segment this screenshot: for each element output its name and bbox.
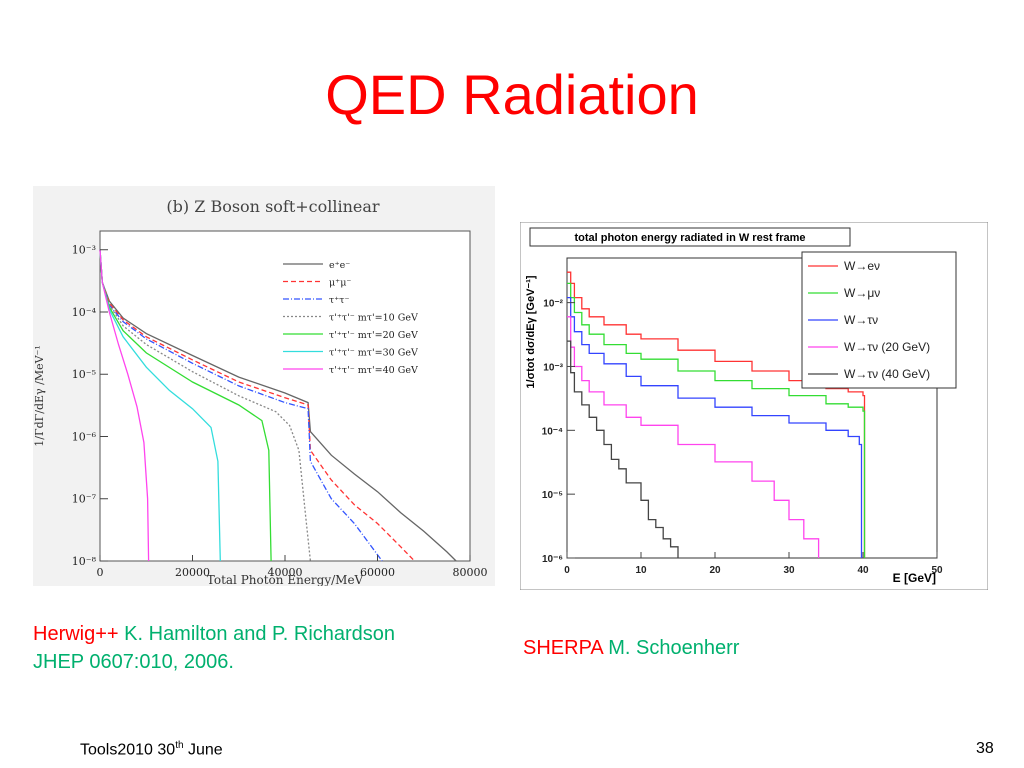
chart-title: (b) Z Boson soft+collinear	[166, 197, 380, 216]
chart-title-box	[529, 227, 851, 247]
legend-label: W→τν (20 GeV)	[844, 340, 930, 354]
herwig-authors: K. Hamilton and P. Richardson	[118, 623, 396, 645]
x-tick-label: 20	[709, 565, 721, 576]
tick-labels: 0 20000 40000 60000 80000 10⁻³ 10⁻⁴ 10⁻⁵ 10⁻⁶ 10⁻…	[72, 244, 488, 579]
herwig-reference: JHEP 0607:010, 2006.	[33, 651, 234, 673]
y-tick-label: 10⁻³	[72, 244, 96, 257]
legend-label: e⁺e⁻	[329, 260, 350, 271]
legend-label: τ'⁺τ'⁻ mτ'=40 GeV	[329, 365, 418, 376]
legend-label: W→μν	[844, 286, 880, 300]
legend: e⁺e⁻ μ⁺μ⁻ τ⁺τ⁻ τ'⁺τ'⁻ mτ'=10 GeV τ'⁺τ'⁻ mτ'=…	[283, 260, 418, 376]
plot-frame	[99, 230, 471, 562]
y-tick-label: 10⁻⁴	[542, 426, 563, 437]
series-line-0	[567, 271, 866, 558]
sherpa-tool-name: SHERPA	[523, 637, 603, 659]
herwig-tool-name: Herwig++	[33, 623, 119, 645]
x-axis-label: E [GeV]	[893, 571, 936, 585]
page-number: 38	[976, 740, 994, 757]
x-tick-label: 10	[635, 565, 647, 576]
y-axis-label: 1/σtot dσ/dEγ [GeV⁻¹]	[525, 275, 537, 388]
legend-label: μ⁺μ⁻	[329, 278, 351, 289]
x-tick-label: 60000	[360, 566, 395, 579]
herwig-chart: (b) Z Boson soft+collinear 0 20000 40000 60…	[33, 186, 495, 587]
series-line-0	[99, 249, 457, 562]
x-tick-label: 20000	[175, 566, 210, 579]
series-group	[99, 249, 457, 562]
y-tick-label: 10⁻⁵	[542, 490, 563, 501]
series-group	[567, 271, 866, 558]
sherpa-author: M. Schoenherr	[602, 637, 740, 659]
series-line-1	[567, 282, 866, 558]
y-tick-label: 10⁻²	[543, 299, 563, 310]
x-tick-label: 0	[564, 565, 570, 576]
y-axis-label: 1/ΓdΓ/dEγ /MeV⁻¹	[33, 345, 46, 447]
series-line-2	[99, 249, 383, 562]
legend-label: W→τν (40 GeV)	[844, 367, 930, 381]
sherpa-credit: SHERPA M. Schoenherr	[523, 634, 739, 662]
legend: W→eν W→μν W→τν W→τν (20 GeV) W→τν (40 GeV)	[801, 251, 957, 389]
y-tick-label: 10⁻⁷	[72, 493, 97, 506]
series-line-2	[567, 296, 863, 558]
footer-tail: June	[183, 741, 223, 759]
x-tick-label: 80000	[453, 566, 488, 579]
series-line-3	[567, 316, 820, 558]
x-tick-label: 0	[97, 566, 104, 579]
series-line-4	[567, 340, 679, 558]
y-tick-label: 10⁻⁸	[72, 555, 97, 568]
chart-title: total photon energy radiated in W rest f…	[574, 232, 805, 244]
sherpa-chart: total photon energy radiated in W rest f…	[519, 221, 989, 591]
legend-label: W→eν	[844, 259, 880, 273]
series-line-1	[99, 249, 415, 562]
herwig-credit: Herwig++ K. Hamilton and P. Richardson J…	[33, 620, 395, 676]
legend-label: W→τν	[844, 313, 878, 327]
y-tick-label: 10⁻⁶	[542, 554, 563, 565]
x-axis-label: Total Photon Energy/MeV	[207, 573, 364, 586]
x-tick-label: 50	[931, 565, 943, 576]
legend-label: τ'⁺τ'⁻ mτ'=10 GeV	[329, 313, 418, 324]
footer-superscript: th	[175, 740, 184, 751]
x-tick-label: 40000	[268, 566, 303, 579]
y-tick-label: 10⁻⁶	[72, 430, 97, 443]
legend-label: τ'⁺τ'⁻ mτ'=30 GeV	[329, 348, 418, 359]
x-tick-label: 40	[857, 565, 869, 576]
herwig-chart-panel: (b) Z Boson soft+collinear 0 20000 40000 60…	[33, 186, 495, 587]
series-line-6	[99, 249, 150, 562]
x-tick-label: 30	[783, 565, 795, 576]
sherpa-chart-panel: total photon energy radiated in W rest f…	[519, 221, 989, 591]
footer-text: Tools2010 30	[80, 741, 176, 759]
footer-conference: Tools2010 30th June	[80, 740, 223, 759]
legend-label: τ'⁺τ'⁻ mτ'=20 GeV	[329, 330, 418, 341]
y-tick-label: 10⁻⁵	[72, 368, 96, 381]
y-tick-label: 10⁻⁴	[72, 306, 97, 319]
y-tick-label: 10⁻³	[543, 362, 563, 373]
tick-labels: 0 10 20 30 40 50 10⁻² 10⁻³ 10⁻⁴ 10⁻⁵ 10⁻⁶	[542, 299, 943, 576]
legend-label: τ⁺τ⁻	[329, 295, 350, 306]
slide-title: QED Radiation	[325, 63, 699, 126]
